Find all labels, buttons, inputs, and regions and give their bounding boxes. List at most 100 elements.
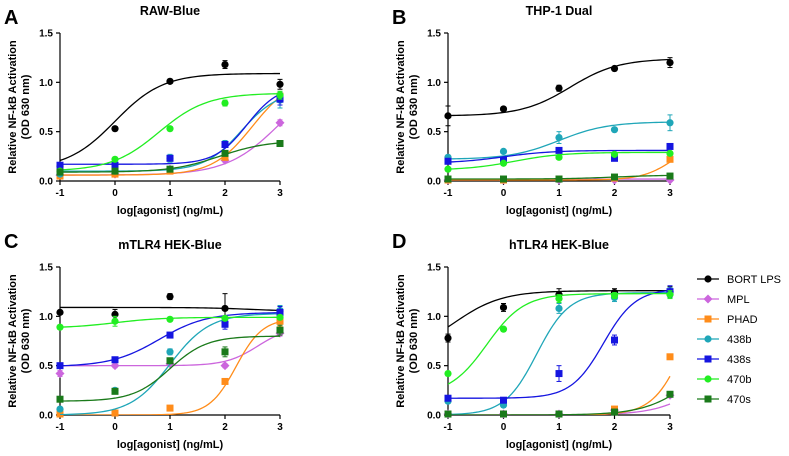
- data-point-438s: [611, 336, 618, 344]
- chart-panel-a: A RAW-Blue -1 0 1 2 3 0.0 0.5 1.0 1.5 log[agonist] …: [4, 4, 285, 217]
- legend-label: 438s: [727, 354, 751, 366]
- data-point-bort-lps: [610, 64, 619, 73]
- data-point-438s: [111, 161, 119, 169]
- data-point-438b: [555, 304, 563, 313]
- x-tick-label: 1: [167, 188, 173, 199]
- legend-entry-mpl: MPL: [697, 294, 750, 306]
- x-tick-label: 2: [222, 188, 228, 199]
- data-point-438b: [499, 147, 508, 155]
- data-point-bort-lps: [276, 80, 284, 88]
- data-point-phad: [166, 404, 174, 412]
- y-tick-label: 1.0: [427, 78, 441, 89]
- data-point-470b: [276, 91, 284, 99]
- y-axis-title-line: Relative NF-kB Activation: [395, 40, 407, 174]
- data-point-bort-lps: [555, 84, 563, 92]
- data-point-bort-lps: [221, 60, 229, 69]
- y-tick-label: 1.5: [39, 29, 53, 40]
- data-point-mpl: [110, 361, 120, 371]
- legend-entry-phad: PHAD: [697, 314, 758, 326]
- data-point-bort-lps: [499, 303, 508, 312]
- x-tick-label: 3: [277, 188, 283, 199]
- y-tick-label: 0.0: [427, 411, 441, 422]
- data-point-mpl: [275, 118, 285, 128]
- data-point-470s: [111, 387, 119, 395]
- data-point-phad: [221, 153, 229, 161]
- data-point-phad: [666, 155, 674, 163]
- fit-curve-470s: [60, 335, 281, 402]
- x-tick-label: -1: [56, 188, 65, 199]
- data-point-470s: [56, 395, 64, 403]
- series-470s: [56, 324, 284, 403]
- series-470b: [56, 313, 284, 331]
- legend-marker: [703, 294, 713, 304]
- data-point-438s: [444, 157, 452, 165]
- series-bort-lps: [56, 60, 284, 170]
- y-tick-label: 0.5: [39, 127, 53, 138]
- legend-entry-470s: 470s: [697, 394, 751, 406]
- y-axis-title-line: (OD 630 nm): [20, 74, 32, 139]
- data-point-438b: [555, 133, 563, 142]
- data-point-bort-lps: [444, 112, 452, 120]
- series-470s: [444, 172, 674, 183]
- data-point-470b: [221, 99, 229, 107]
- data-point-bort-lps: [666, 59, 674, 67]
- data-point-470s: [666, 172, 674, 180]
- series-470s: [56, 140, 284, 176]
- legend-entry-438b: 438b: [697, 334, 751, 346]
- data-point-438s: [111, 356, 119, 364]
- data-point-438s: [666, 142, 674, 150]
- data-point-438s: [555, 370, 563, 378]
- series-bort-lps: [444, 57, 674, 127]
- fit-curve-phad: [60, 321, 281, 415]
- data-point-bort-lps: [56, 308, 64, 316]
- data-point-470s: [166, 165, 174, 173]
- x-tick-label: 0: [501, 188, 507, 199]
- x-tick-label: 0: [112, 422, 118, 433]
- x-tick-label: 3: [667, 422, 673, 433]
- data-point-438b: [610, 126, 619, 134]
- data-point-470b: [111, 155, 119, 163]
- x-tick-label: 1: [556, 188, 562, 199]
- data-point-470s: [166, 357, 174, 365]
- y-tick-label: 0.5: [427, 361, 441, 372]
- data-point-470s: [555, 175, 563, 183]
- data-point-470b: [555, 153, 563, 161]
- data-point-mpl: [55, 369, 65, 379]
- data-point-phad: [111, 409, 119, 417]
- x-axis-title: log[agonist] (ng/mL): [506, 439, 613, 451]
- x-tick-label: -1: [444, 422, 453, 433]
- panel-title: mTLR4 HEK-Blue: [118, 238, 222, 252]
- data-point-470b: [610, 292, 619, 300]
- legend-label: 438b: [727, 334, 751, 346]
- panel-title: RAW-Blue: [140, 4, 200, 18]
- data-point-bort-lps: [166, 77, 174, 85]
- data-point-438s: [221, 140, 229, 148]
- data-point-470b: [666, 149, 674, 157]
- legend-label: 470b: [727, 374, 751, 386]
- data-point-438s: [276, 308, 284, 316]
- y-tick-label: 0.5: [427, 127, 441, 138]
- data-point-470s: [666, 390, 674, 398]
- data-point-bort-lps: [444, 334, 452, 342]
- x-tick-label: 2: [612, 422, 618, 433]
- y-tick-label: 0.0: [39, 411, 53, 422]
- data-point-470b: [444, 165, 452, 173]
- data-point-470b: [166, 315, 174, 323]
- data-point-470b: [221, 314, 229, 322]
- data-point-mpl: [220, 361, 230, 371]
- legend-label: PHAD: [727, 314, 758, 326]
- data-point-438s: [555, 146, 563, 154]
- data-point-470s: [276, 140, 284, 148]
- x-tick-label: 1: [556, 422, 562, 433]
- data-point-438s: [500, 396, 507, 404]
- data-point-470s: [56, 168, 64, 176]
- x-tick-label: 0: [501, 422, 507, 433]
- legend-entry-470b: 470b: [697, 374, 751, 386]
- panels-group: A RAW-Blue -1 0 1 2 3 0.0 0.5 1.0 1.5 log[agonist] …: [4, 4, 675, 451]
- data-point-470b: [499, 325, 508, 333]
- panel-label: D: [392, 231, 406, 253]
- data-point-bort-lps: [221, 304, 229, 313]
- data-point-470b: [166, 125, 174, 133]
- fit-curve-438s: [60, 93, 281, 165]
- data-point-438s: [56, 362, 64, 370]
